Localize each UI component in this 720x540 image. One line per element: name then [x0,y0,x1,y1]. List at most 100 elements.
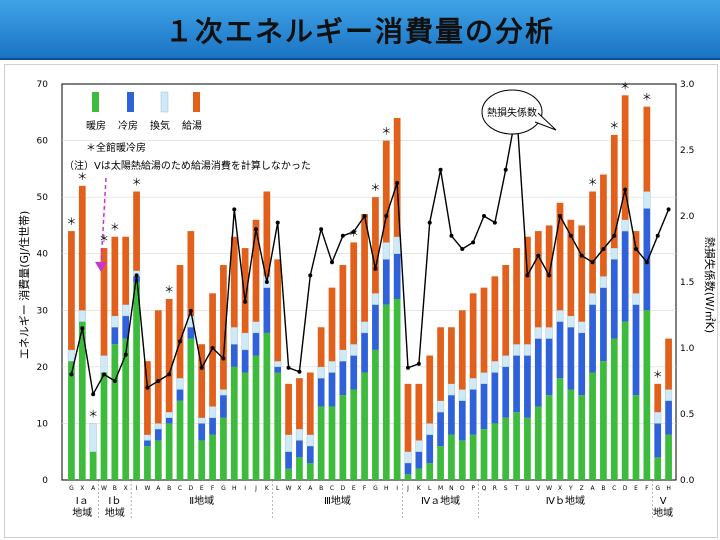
bar-heating [78,321,86,480]
bar-ventilation [165,411,173,418]
x-tick-label: X [297,485,301,492]
heat-loss-callout: 熱損失係数 [481,89,557,135]
bar-hotwater [154,310,162,424]
heat-loss-line [70,110,670,397]
x-tick-label: F [363,485,367,492]
legend-swatch-heating [92,92,99,112]
bar-cooling [426,434,434,464]
x-tick-label: E [200,485,204,492]
bar-heating [610,338,618,480]
bar-cooling [448,395,455,435]
bar-cooling [339,361,347,396]
bar-ventilation [350,344,358,356]
bar-ventilation [502,355,510,368]
bar-cooling [122,315,130,339]
region-label: 地域 [105,506,125,519]
heat-loss-point [123,352,128,357]
x-tick-label: Z [580,485,584,492]
bar-heating [285,468,292,480]
bar-hotwater [589,191,596,294]
bar-heating [198,440,206,480]
heat-loss-point [362,214,367,218]
star-marker: ＊ [588,177,598,188]
y2-tick-label: 3.0 [680,80,695,90]
bar-heating [111,344,119,480]
bar-ventilation [100,355,108,373]
bar-ventilation [274,361,282,368]
bar-ventilation [295,428,303,441]
bar-cooling [654,423,662,458]
bar-cooling [274,366,282,373]
bar-hotwater [100,248,108,356]
bar-hotwater [252,219,260,322]
bar-hotwater [220,265,227,390]
bar-hotwater [122,236,130,305]
bar-hotwater [480,287,488,373]
bar-heating [350,389,358,480]
region-label: Ⅳｂ地域 [546,494,585,507]
bar-ventilation [621,219,629,232]
bar-heating [361,372,368,480]
y-tick-label: 50 [37,193,49,203]
bar-cooling [534,338,542,407]
heat-loss-point [449,233,454,238]
region-label: 地域 [653,506,673,519]
heat-loss-point [232,207,237,212]
heat-loss-point [319,227,324,232]
heat-loss-point [69,372,74,377]
bar-hotwater [133,191,140,271]
y2-tick-label: 1.0 [680,344,695,354]
bar-heating [448,434,455,480]
x-tick-label: I [396,485,398,492]
x-tick-label: H [232,485,237,492]
bar-cooling [469,389,477,435]
bar-ventilation [230,327,238,345]
bar-cooling [632,304,640,396]
y-tick-label: 40 [37,250,49,260]
bar-heating [426,463,434,480]
callout-label: 熱損失係数 [487,106,537,119]
bar-hotwater [632,231,640,294]
callout-pointer [534,112,557,131]
y-tick-label: 60 [37,137,49,147]
bar-hotwater [111,236,119,316]
y-axis-title: エネルギー 消費量(GJ/住世帯) [17,211,31,360]
bar-heating [654,457,662,480]
bar-ventilation [665,389,673,402]
bar-cooling [589,304,596,373]
heat-loss-point [503,167,508,172]
x-tick-label: F [645,485,649,492]
bar-hotwater [361,214,368,322]
bar-ventilation [632,293,640,305]
x-tick-label: G [655,485,660,492]
bar-heating [241,372,249,480]
bar-hotwater [263,191,271,277]
region-label: 地域 [72,506,92,519]
region-label: Ⅰａ [76,496,89,507]
bar-heating [176,400,184,480]
x-tick-label: S [504,485,508,492]
bar-ventilation [339,349,347,362]
bar-cooling [404,463,412,475]
bar-hotwater [458,310,466,390]
y-axis-ticks: 0 10 20 30 40 50 60 70 [37,80,49,486]
bar-heating [187,338,195,480]
x-tick-label: K [417,485,422,492]
bar-hotwater [78,185,86,311]
bar-cooling [545,338,553,396]
bar-cooling [306,446,314,464]
heat-loss-point [634,247,638,251]
bars-group [67,95,673,480]
heat-loss-point [112,379,117,383]
slide-title: １次エネルギー消費量の分析 [164,15,555,48]
heat-loss-point [644,260,649,265]
bar-heating [274,372,282,480]
bar-cooling [296,440,303,458]
bar-cooling [252,332,260,356]
bar-cooling [350,355,358,390]
y2-axis-ticks: 0.0 0.5 1.0 1.5 2.0 2.5 3.0 [680,80,695,486]
legend-swatch-hotwater [193,92,200,112]
bar-ventilation [589,293,597,305]
bar-heating [545,395,553,480]
